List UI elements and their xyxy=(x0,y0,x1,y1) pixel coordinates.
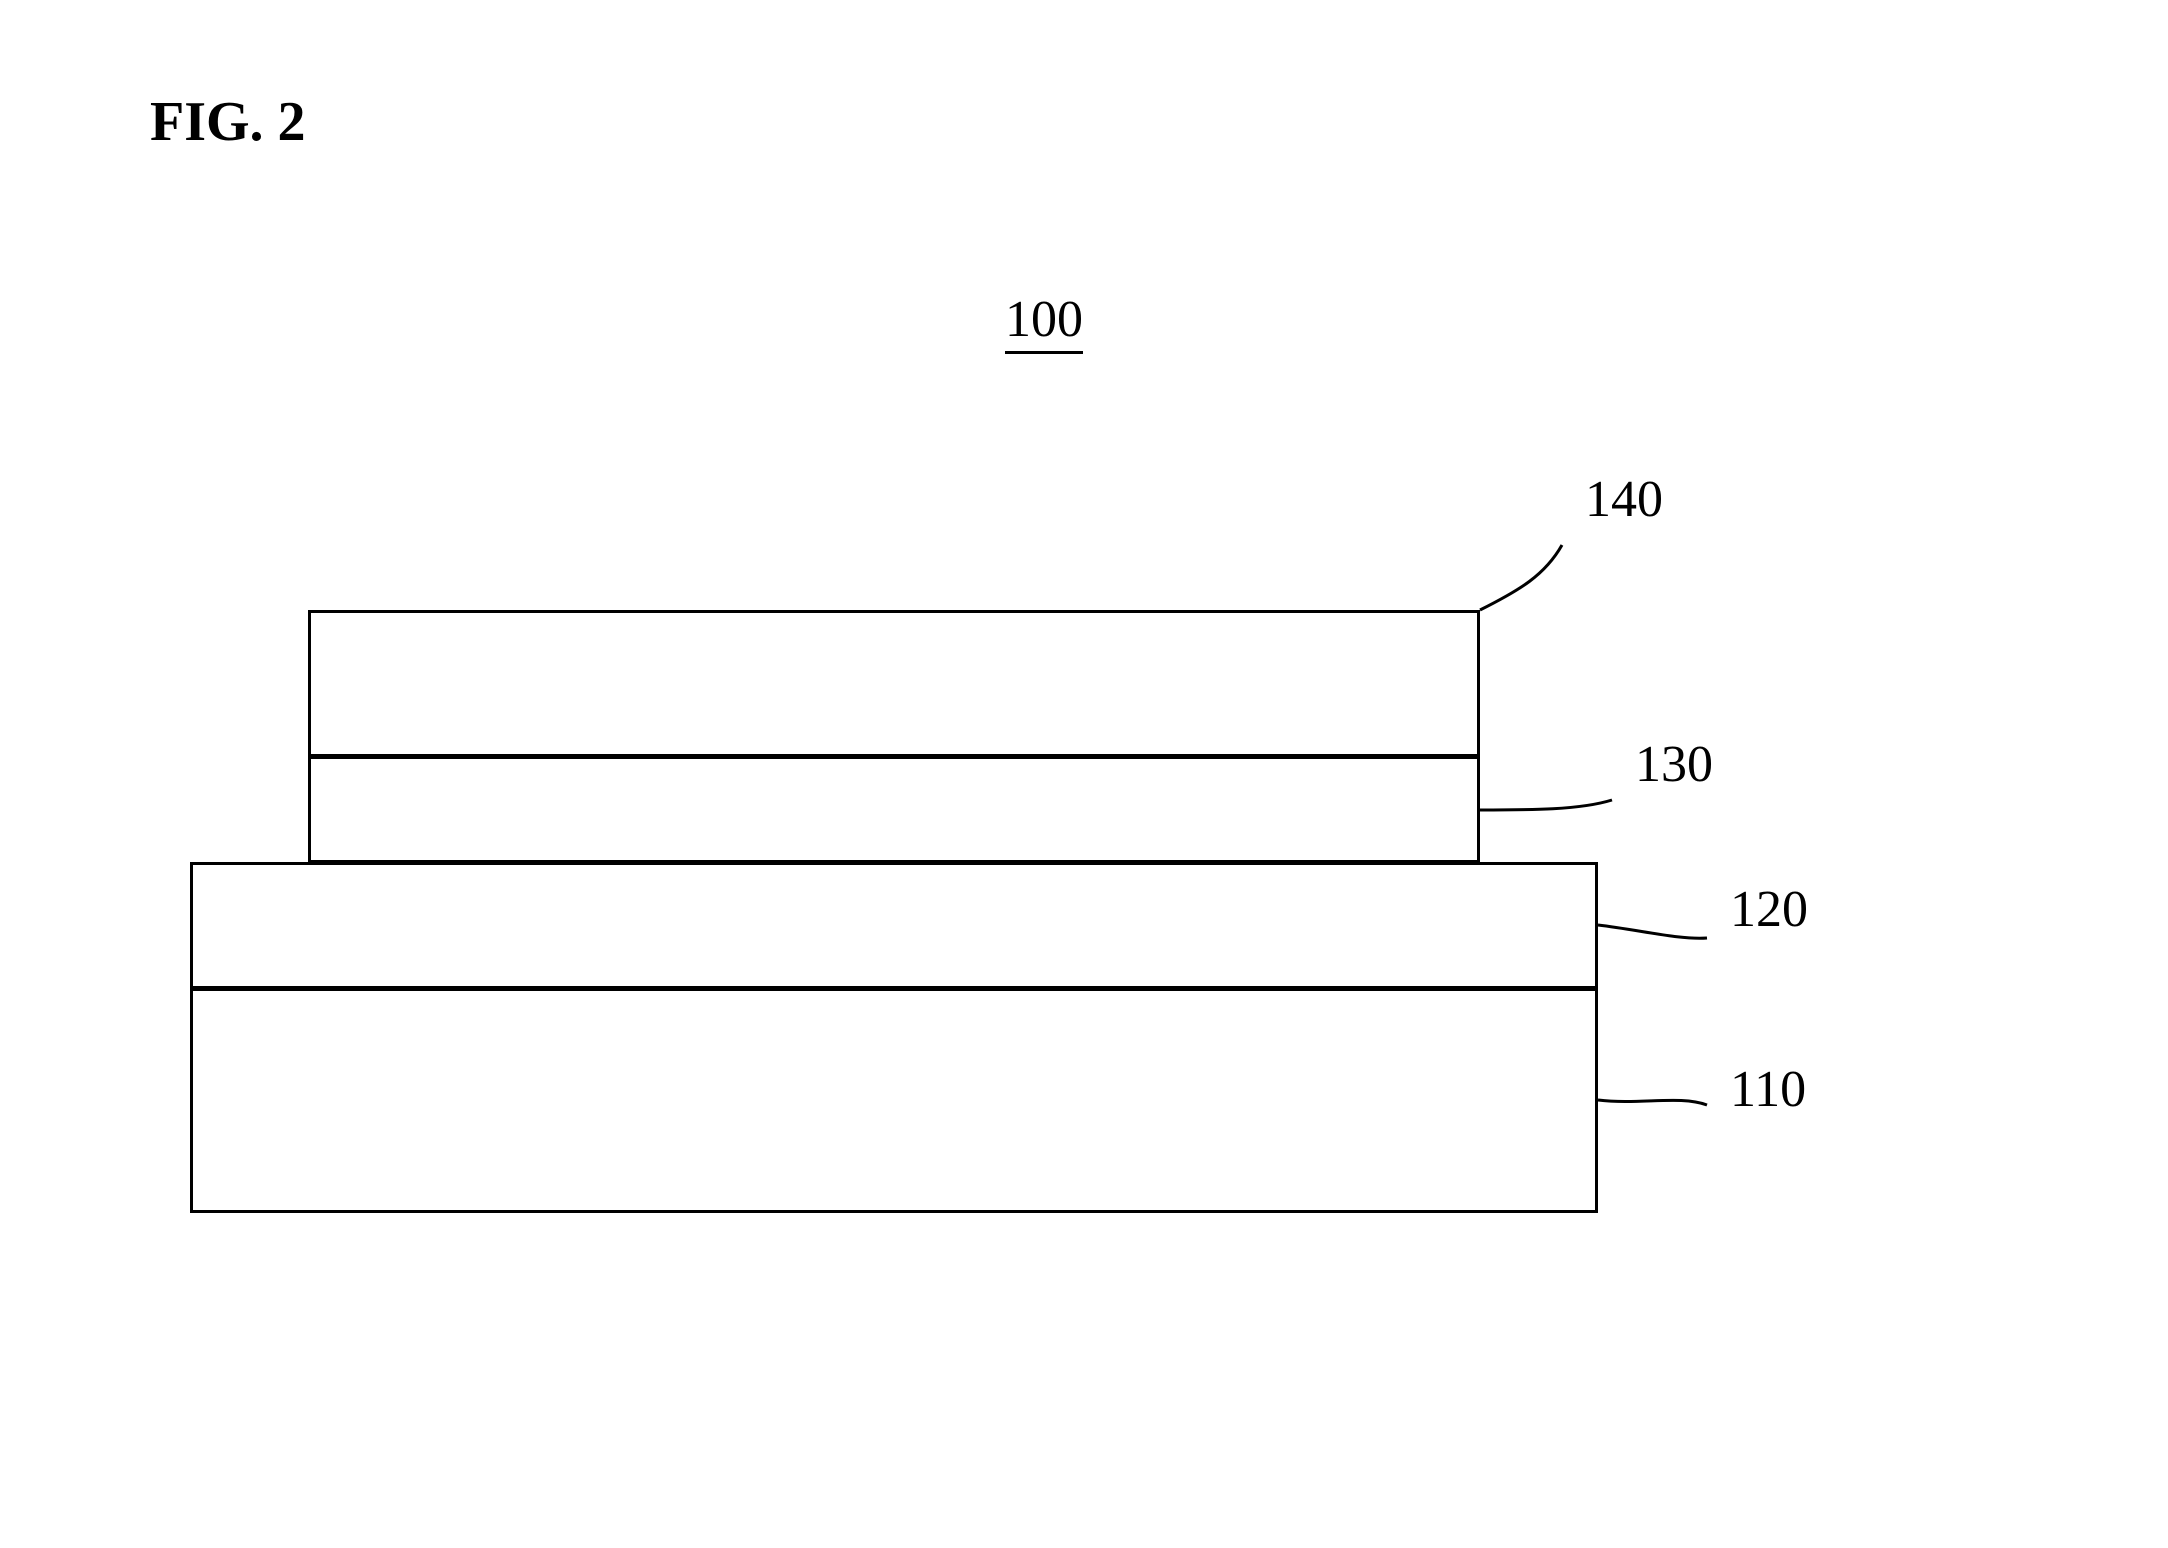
figure-canvas: FIG. 2 100 140 130 120 110 xyxy=(0,0,2168,1548)
leader-110 xyxy=(0,0,2168,1548)
